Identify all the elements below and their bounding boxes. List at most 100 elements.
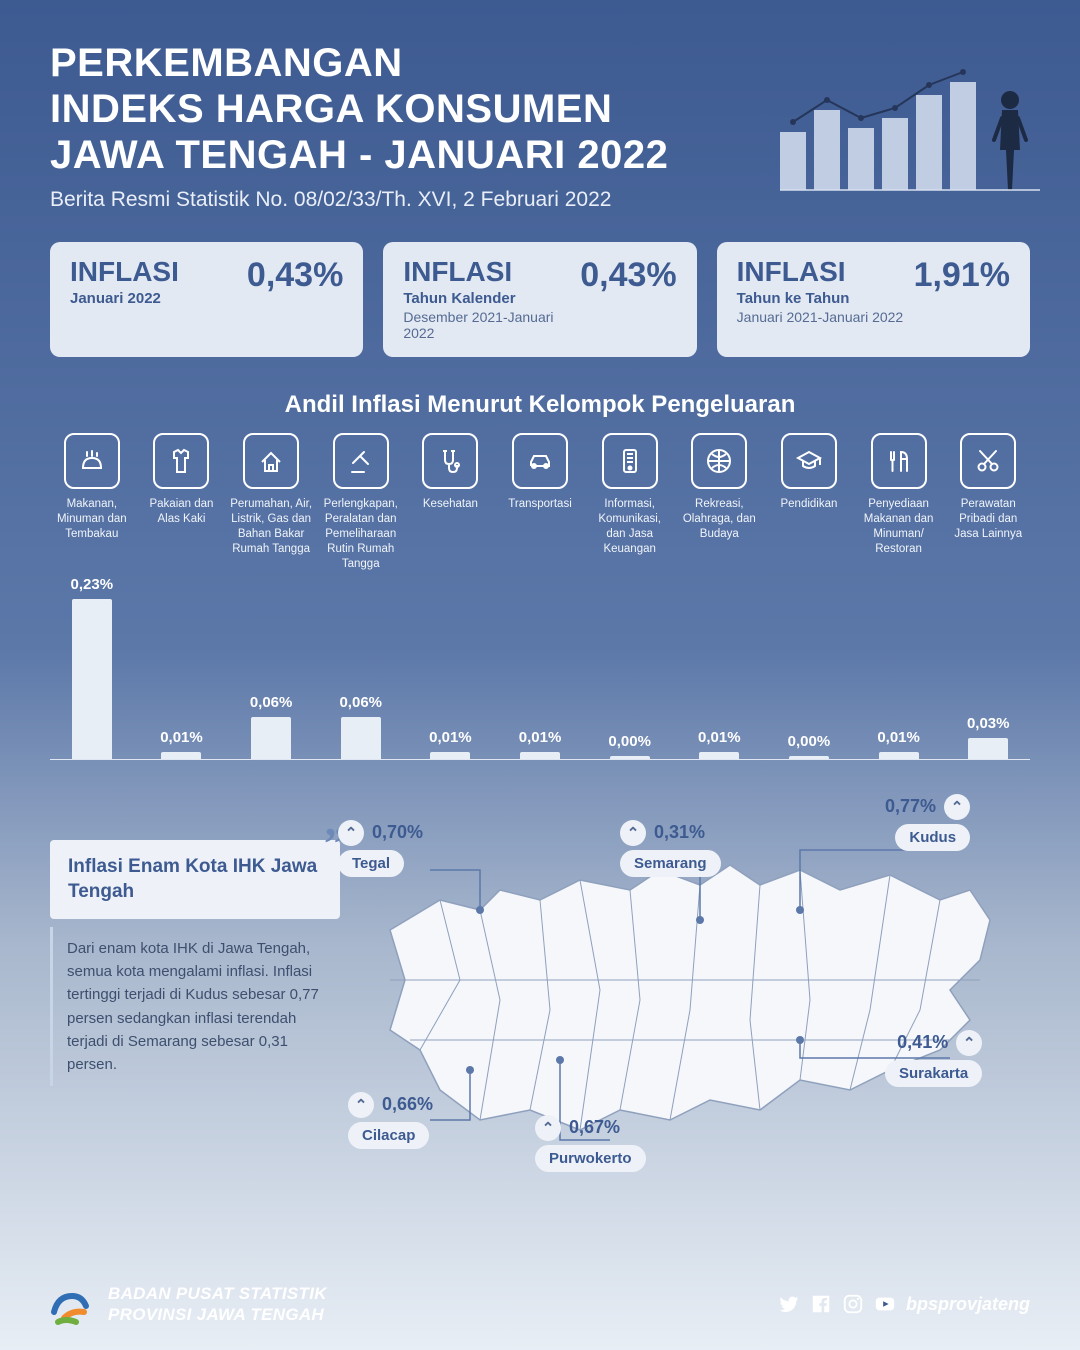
footer-right: bpsprovjateng	[778, 1293, 1030, 1315]
card-inflasi-yoy: INFLASI Tahun ke Tahun Januari 2021-Janu…	[717, 242, 1030, 357]
category-item: Perlengkapan, Peralatan dan Pemeliharaan…	[319, 433, 403, 572]
bar-column: 0,01%	[857, 729, 941, 759]
category-item: Pendidikan	[767, 433, 851, 572]
city-tag-surakarta: 0,41% ⌃ Surakarta	[885, 1030, 982, 1087]
bar-column: 0,01%	[498, 729, 582, 759]
bar-column: 0,01%	[140, 729, 224, 759]
bar-column: 0,00%	[588, 733, 672, 759]
map-area: ⌃0,70%Tegal ⌃0,31%Semarang 0,77%⌃Kudus 0…	[330, 810, 1030, 1200]
youtube-icon	[874, 1293, 896, 1315]
city-value: 0,41%	[897, 1032, 948, 1053]
bar-column: 0,03%	[946, 715, 1030, 759]
bps-logo-icon	[50, 1282, 94, 1326]
bar-column: 0,01%	[677, 729, 761, 759]
bar-column: 0,01%	[409, 729, 493, 759]
category-label: Penyediaan Makanan dan Minuman/ Restoran	[857, 497, 941, 557]
card-detail: Januari 2021-Januari 2022	[737, 309, 904, 325]
footer-left: BADAN PUSAT STATISTIK PROVINSI JAWA TENG…	[50, 1282, 327, 1326]
city-value: 0,67%	[569, 1117, 620, 1138]
org-line-1: BADAN PUSAT STATISTIK	[108, 1283, 327, 1304]
arrow-up-icon: ⌃	[620, 820, 646, 846]
bar-rect	[610, 756, 650, 759]
food-icon	[64, 433, 120, 489]
grad-icon	[781, 433, 837, 489]
city-tag-kudus: 0,77% ⌃ Kudus	[885, 794, 970, 851]
social-handle: bpsprovjateng	[906, 1294, 1030, 1315]
arrow-up-icon: ⌃	[338, 820, 364, 846]
instagram-icon	[842, 1293, 864, 1315]
bar-column: 0,23%	[50, 576, 134, 759]
category-item: Pakaian dan Alas Kaki	[140, 433, 224, 572]
header: PERKEMBANGAN INDEKS HARGA KONSUMEN JAWA …	[0, 0, 1080, 222]
city-value: 0,77%	[885, 796, 936, 817]
card-detail: Desember 2021-Januari 2022	[403, 309, 580, 341]
arrow-up-icon: ⌃	[956, 1030, 982, 1056]
phone-icon	[602, 433, 658, 489]
category-label: Kesehatan	[423, 497, 478, 512]
city-name-tag: Purwokerto	[535, 1145, 646, 1172]
bar-rect	[879, 752, 919, 759]
arrow-up-icon: ⌃	[348, 1092, 374, 1118]
card-inflasi-calendar: INFLASI Tahun Kalender Desember 2021-Jan…	[383, 242, 696, 357]
city-value: 0,66%	[382, 1094, 433, 1115]
map-card-title: Inflasi Enam Kota IHK Jawa Tengah	[50, 840, 340, 919]
bar-column: 0,00%	[767, 733, 851, 759]
bar-value-label: 0,06%	[250, 694, 293, 711]
bar-value-label: 0,06%	[339, 694, 382, 711]
bar-rect	[251, 717, 291, 759]
bar-value-label: 0,23%	[71, 576, 114, 593]
bar-value-label: 0,01%	[698, 729, 741, 746]
card-period: Tahun ke Tahun	[737, 290, 904, 307]
city-value: 0,31%	[654, 822, 705, 843]
category-item: Transportasi	[498, 433, 582, 572]
category-item: Penyediaan Makanan dan Minuman/ Restoran	[857, 433, 941, 572]
city-name-tag: Kudus	[895, 824, 970, 851]
city-value: 0,70%	[372, 822, 423, 843]
twitter-icon	[778, 1293, 800, 1315]
category-item: Informasi, Komunikasi, dan Jasa Keuangan	[588, 433, 672, 572]
city-name-tag: Semarang	[620, 850, 721, 877]
card-value: 0,43%	[247, 256, 343, 295]
card-title: INFLASI	[70, 256, 179, 288]
city-name-tag: Tegal	[338, 850, 404, 877]
bar-rect	[968, 738, 1008, 759]
bar-value-label: 0,00%	[788, 733, 831, 750]
city-name-tag: Surakarta	[885, 1060, 982, 1087]
meal-icon	[871, 433, 927, 489]
bar-column: 0,06%	[319, 694, 403, 759]
bar-rect	[520, 752, 560, 759]
map-info-card: ” Inflasi Enam Kota IHK Jawa Tengah Dari…	[50, 840, 340, 1087]
arrow-up-icon: ⌃	[944, 794, 970, 820]
gavel-icon	[333, 433, 389, 489]
bar-value-label: 0,00%	[608, 733, 651, 750]
category-label: Perlengkapan, Peralatan dan Pemeliharaan…	[319, 497, 403, 572]
bar-chart: 0,23% 0,01% 0,06% 0,06% 0,01% 0,01% 0,00…	[0, 580, 1080, 760]
category-item: Rekreasi, Olahraga, dan Budaya	[677, 433, 761, 572]
city-tag-semarang: ⌃ 0,31% Semarang	[620, 820, 721, 877]
card-inflasi-month: INFLASI Januari 2022 0,43%	[50, 242, 363, 357]
category-label: Pakaian dan Alas Kaki	[140, 497, 224, 527]
org-name: BADAN PUSAT STATISTIK PROVINSI JAWA TENG…	[108, 1283, 327, 1326]
category-item: Makanan, Minuman dan Tembakau	[50, 433, 134, 572]
category-label: Pendidikan	[780, 497, 837, 512]
city-tag-cilacap: ⌃ 0,66% Cilacap	[348, 1092, 433, 1149]
category-label: Perumahan, Air, Listrik, Gas dan Bahan B…	[229, 497, 313, 557]
card-value: 1,91%	[914, 256, 1010, 295]
city-tag-purwokerto: ⌃ 0,67% Purwokerto	[535, 1115, 646, 1172]
bar-value-label: 0,03%	[967, 715, 1010, 732]
city-name-tag: Cilacap	[348, 1122, 429, 1149]
car-icon	[512, 433, 568, 489]
city-tag-tegal: ⌃ 0,70% Tegal	[338, 820, 423, 877]
house-icon	[243, 433, 299, 489]
footer: BADAN PUSAT STATISTIK PROVINSI JAWA TENG…	[0, 1282, 1080, 1326]
card-period: Tahun Kalender	[403, 290, 580, 307]
bar-value-label: 0,01%	[519, 729, 562, 746]
card-value: 0,43%	[580, 256, 676, 295]
bar-value-label: 0,01%	[160, 729, 203, 746]
category-item: Perawatan Pribadi dan Jasa Lainnya	[946, 433, 1030, 572]
arrow-up-icon: ⌃	[535, 1115, 561, 1141]
health-icon	[422, 433, 478, 489]
categories-title: Andil Inflasi Menurut Kelompok Pengeluar…	[0, 391, 1080, 419]
shirt-icon	[153, 433, 209, 489]
category-label: Transportasi	[508, 497, 572, 512]
